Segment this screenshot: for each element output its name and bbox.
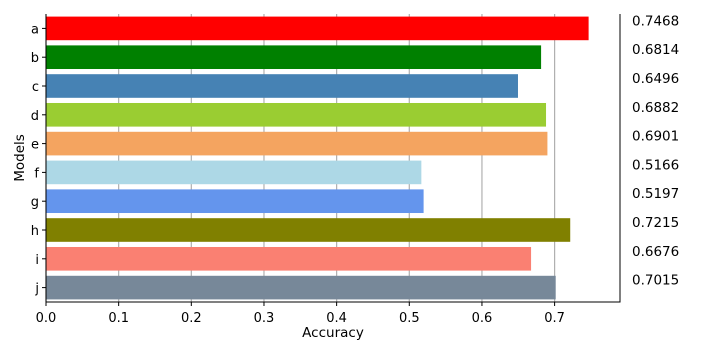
y-tick-label-i: i — [35, 253, 39, 268]
x-tick-label: 0.5 — [399, 311, 420, 326]
x-tick-label: 0.2 — [181, 311, 202, 326]
bar-b — [46, 45, 542, 70]
x-tick-label: 0.7 — [544, 311, 565, 326]
value-label-g: 0.5197 — [632, 186, 679, 202]
y-tick-label-d: d — [31, 109, 39, 124]
x-tick-label: 0.0 — [36, 311, 57, 326]
value-label-h: 0.7215 — [632, 215, 679, 231]
y-tick-label-e: e — [31, 138, 39, 153]
x-tick-label: 0.3 — [254, 311, 275, 326]
y-tick-label-h: h — [31, 224, 39, 239]
x-tick-label: 0.4 — [326, 311, 347, 326]
x-axis-ticks: 0.0 0.1 0.2 0.3 0.4 0.5 0.6 0.7 — [36, 302, 565, 326]
x-axis-title: Accuracy — [302, 325, 364, 341]
axes — [45, 14, 621, 303]
value-label-a: 0.7468 — [632, 13, 679, 29]
bar-h — [46, 218, 571, 242]
value-label-e: 0.6901 — [632, 129, 679, 145]
bar-e — [46, 131, 548, 156]
value-label-i: 0.6676 — [632, 244, 679, 260]
value-label-b: 0.6814 — [632, 42, 679, 58]
y-tick-label-a: a — [31, 22, 39, 37]
y-tick-label-c: c — [32, 80, 39, 95]
y-tick-label-g: g — [31, 195, 39, 210]
y-axis-title: Models — [12, 134, 28, 182]
bar-c — [46, 74, 518, 98]
value-label-d: 0.6882 — [632, 100, 679, 116]
x-tick-label: 0.6 — [472, 311, 493, 326]
bar-d — [46, 102, 547, 127]
value-labels: 0.7468 0.6814 0.6496 0.6882 0.6901 0.5166 0.51… — [632, 13, 679, 288]
bar-i — [46, 246, 532, 271]
y-tick-label-f: f — [34, 166, 39, 181]
axes-frame — [45, 14, 621, 303]
bar-j — [46, 275, 556, 300]
value-label-f: 0.5166 — [632, 157, 679, 173]
bar-a — [46, 16, 589, 41]
x-tick-label: 0.1 — [108, 311, 129, 326]
y-tick-label-j: j — [34, 282, 39, 297]
y-tick-label-b: b — [31, 51, 39, 66]
bar-f — [46, 160, 422, 185]
bar-g — [46, 189, 424, 214]
value-label-c: 0.6496 — [632, 71, 679, 87]
value-label-j: 0.7015 — [632, 273, 679, 289]
bars — [46, 16, 589, 300]
